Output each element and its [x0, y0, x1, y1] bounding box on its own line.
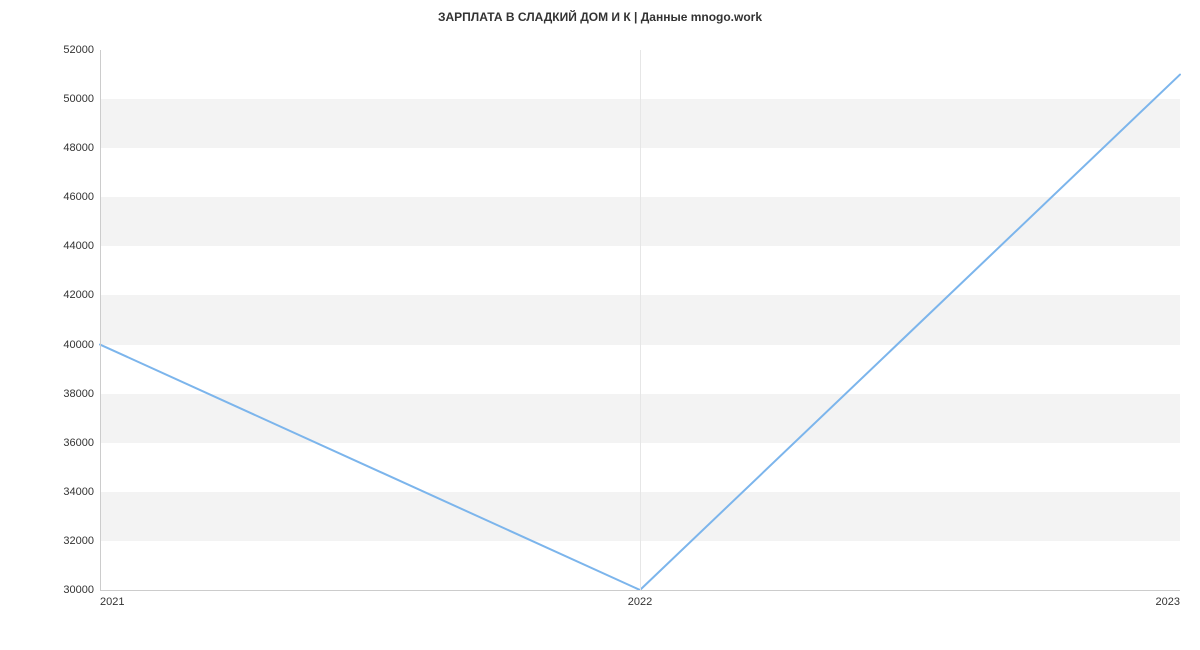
y-tick-label: 42000 — [63, 289, 94, 301]
y-tick-label: 36000 — [63, 437, 94, 449]
y-tick-label: 30000 — [63, 584, 94, 596]
y-tick-label: 40000 — [63, 339, 94, 351]
y-tick-label: 44000 — [63, 240, 94, 252]
y-tick-label: 32000 — [63, 535, 94, 547]
y-tick-label: 52000 — [63, 44, 94, 56]
y-tick-label: 50000 — [63, 93, 94, 105]
chart-title: ЗАРПЛАТА В СЛАДКИЙ ДОМ И К | Данные mnog… — [0, 10, 1200, 24]
y-tick-label: 38000 — [63, 388, 94, 400]
y-tick-label: 48000 — [63, 142, 94, 154]
x-axis-line — [100, 590, 1180, 591]
x-tick-label: 2021 — [100, 596, 124, 608]
gridline-vertical — [640, 50, 641, 590]
plot-area: 3000032000340003600038000400004200044000… — [100, 50, 1180, 590]
x-tick-label: 2023 — [1156, 596, 1180, 608]
y-tick-label: 46000 — [63, 191, 94, 203]
x-tick-label: 2022 — [628, 596, 652, 608]
y-tick-label: 34000 — [63, 486, 94, 498]
y-axis-line — [100, 50, 101, 590]
